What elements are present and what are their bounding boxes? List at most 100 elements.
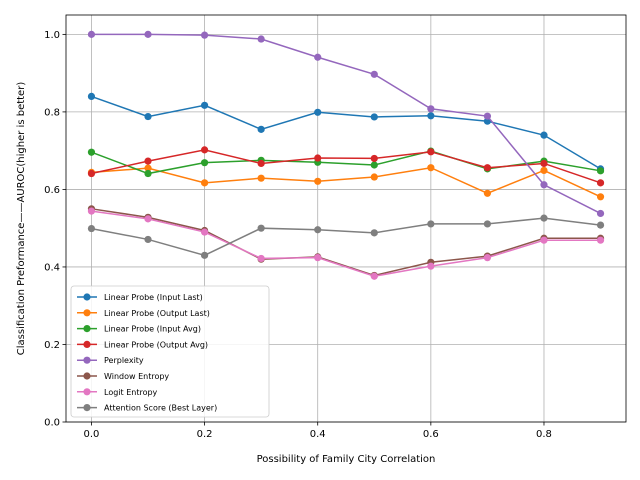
data-point <box>540 181 548 189</box>
legend-box <box>70 285 270 418</box>
legend-marker <box>83 404 91 412</box>
data-point <box>483 189 492 197</box>
series-0 <box>87 92 605 173</box>
data-point <box>200 179 209 187</box>
data-point <box>370 272 378 280</box>
x-tick-label: 0.8 <box>536 429 552 440</box>
legend-marker <box>83 293 91 301</box>
legend-marker <box>83 309 91 317</box>
data-point <box>427 164 435 172</box>
legend-marker <box>83 372 91 380</box>
legend-item: Linear Probe (Input Avg) <box>77 325 201 334</box>
series-group <box>87 30 605 280</box>
data-point <box>540 159 548 168</box>
data-point <box>257 159 265 168</box>
data-point <box>144 169 152 178</box>
y-tick-label: 0.2 <box>44 340 60 351</box>
data-point <box>370 70 378 78</box>
legend: Linear Probe (Input Last) Linear Probe (O… <box>70 285 270 418</box>
legend-label: Perplexity <box>104 356 144 365</box>
data-point <box>200 101 209 109</box>
data-point <box>257 174 265 182</box>
series-line <box>91 208 601 277</box>
y-axis-label: Classification Preformance——AUROC(higher… <box>16 82 27 356</box>
data-point <box>200 228 209 236</box>
data-point <box>87 224 96 233</box>
data-point <box>540 131 548 139</box>
legend-item: Linear Probe (Output Avg) <box>77 340 208 349</box>
legend-item: Logit Entropy <box>77 388 158 397</box>
series-line <box>91 150 601 175</box>
data-point <box>314 154 322 162</box>
data-point <box>87 148 96 156</box>
data-point <box>596 236 605 244</box>
plot-frame <box>65 14 627 423</box>
series-5 <box>87 205 605 280</box>
data-point <box>427 220 435 228</box>
data-point <box>370 154 378 163</box>
data-point <box>370 161 378 169</box>
y-tick-label: 0.8 <box>44 107 60 118</box>
series-line <box>91 217 601 257</box>
data-point <box>370 113 378 121</box>
legend-label: Linear Probe (Output Avg) <box>104 340 208 349</box>
data-point <box>144 215 152 223</box>
legend-marker <box>83 388 91 396</box>
legend-item: Window Entropy <box>77 372 169 381</box>
x-tick-label: 0.6 <box>423 429 439 440</box>
data-point <box>257 125 265 133</box>
data-point <box>427 105 435 113</box>
data-point <box>483 164 492 172</box>
data-point <box>483 220 492 228</box>
x-tick-label: 0.4 <box>310 429 326 440</box>
axis-ticks: 0.0 0.2 0.4 0.6 0.8 0.0 0.2 0.4 0.6 0.8 1.0 <box>44 30 552 440</box>
x-tick-label: 0.2 <box>197 429 213 440</box>
data-point <box>596 167 605 175</box>
data-point <box>144 164 152 172</box>
legend-marker <box>83 325 91 333</box>
series-7 <box>87 214 605 259</box>
x-axis-label: Possibility of Family City Correlation <box>257 454 436 465</box>
data-point <box>87 30 96 38</box>
data-point <box>427 112 435 120</box>
series-line <box>91 210 601 278</box>
data-point <box>200 31 209 39</box>
data-point <box>87 169 96 178</box>
series-line <box>91 95 601 170</box>
legend-label: Logit Entropy <box>104 388 158 397</box>
series-6 <box>87 207 605 280</box>
data-point <box>200 159 209 167</box>
data-point <box>87 207 96 215</box>
series-line <box>91 33 601 215</box>
data-point <box>144 157 152 165</box>
legend-item: Linear Probe (Input Last) <box>77 293 203 302</box>
legend-label: Linear Probe (Output Last) <box>104 309 210 318</box>
data-point <box>596 179 605 187</box>
data-point <box>596 221 605 229</box>
data-point <box>144 112 152 121</box>
data-point <box>370 229 378 237</box>
data-point <box>540 214 548 222</box>
data-point <box>200 146 209 154</box>
x-tick-label: 0.0 <box>84 429 100 440</box>
data-point <box>540 166 548 175</box>
legend-label: Window Entropy <box>104 372 169 381</box>
legend-item: Linear Probe (Output Last) <box>77 309 210 318</box>
legend-marker <box>83 340 91 348</box>
series-line <box>91 149 601 184</box>
data-point <box>483 112 492 120</box>
y-tick-label: 1.0 <box>44 30 60 41</box>
data-point <box>427 148 435 156</box>
data-point <box>314 108 322 116</box>
data-point <box>427 262 435 270</box>
data-point <box>87 92 96 100</box>
data-point <box>314 177 322 185</box>
data-point <box>540 236 548 244</box>
y-tick-label: 0.0 <box>44 418 60 429</box>
series-3 <box>87 146 605 187</box>
data-point <box>314 226 322 234</box>
data-point <box>257 224 265 232</box>
data-point <box>200 251 209 259</box>
data-point <box>370 173 378 181</box>
